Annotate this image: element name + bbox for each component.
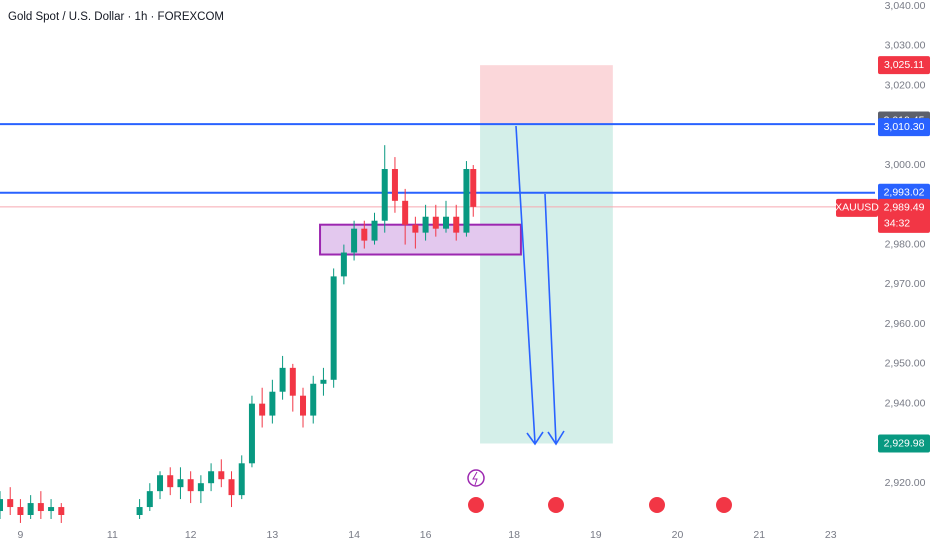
y-tick-label: 2,920.00	[885, 477, 926, 489]
candle-body	[371, 220, 378, 241]
x-tick-label: 16	[420, 529, 432, 541]
symbol-label: XAUUSD	[835, 202, 879, 214]
x-tick-label: 21	[753, 529, 765, 541]
candle-body	[37, 503, 44, 512]
price-tag	[878, 183, 930, 202]
candle-body	[7, 499, 14, 508]
x-tick-label: 11	[107, 529, 118, 541]
icon	[468, 497, 484, 513]
candle-body	[218, 471, 225, 480]
x-tick-label: 23	[825, 529, 837, 541]
candle-body	[17, 507, 24, 515]
x-tick-label: 9	[18, 529, 24, 541]
candle-body	[310, 383, 317, 416]
arrow	[544, 193, 565, 446]
price-tag-label: 3,010.30	[884, 121, 925, 133]
candle-body	[228, 479, 235, 496]
candle-body	[453, 216, 460, 233]
candle-body	[361, 228, 368, 241]
candle-body	[470, 169, 477, 207]
candle-body	[443, 216, 450, 229]
price-tag-label: 3,025.11	[884, 59, 924, 71]
zone	[480, 124, 613, 444]
icon	[548, 497, 564, 513]
arrow	[515, 125, 544, 446]
candle-body	[412, 224, 419, 233]
x-tick-label: 14	[348, 529, 360, 541]
candle-body	[208, 471, 215, 484]
candle-body	[330, 276, 337, 380]
countdown: 34:32	[884, 218, 910, 230]
candle-body	[351, 228, 358, 253]
y-tick-label: 2,940.00	[885, 397, 926, 409]
candle-body	[48, 507, 55, 512]
x-tick-label: 20	[672, 529, 684, 541]
price-tag-label: 2,993.02	[884, 187, 925, 199]
y-tick-label: 3,000.00	[885, 159, 926, 171]
candle-body	[422, 216, 429, 233]
x-tick-label: 19	[590, 529, 602, 541]
zone	[319, 223, 522, 256]
price-tag-label: 2,989.49	[884, 202, 925, 214]
candle-body	[197, 483, 204, 492]
candle-body	[340, 252, 347, 277]
chart-title: Gold Spot / U.S. Dollar · 1h · FOREXCOM	[8, 11, 224, 23]
price-tag	[878, 198, 930, 233]
candle-body	[167, 475, 174, 488]
y-tick-label: 3,020.00	[885, 79, 926, 91]
x-tick-label: 13	[267, 529, 279, 541]
symbol-tag	[836, 198, 878, 217]
candle-body	[0, 499, 3, 512]
candle-body	[58, 507, 65, 515]
candle-body	[300, 395, 307, 416]
candle-body	[463, 169, 470, 233]
y-tick-label: 2,950.00	[885, 358, 926, 370]
candle-body	[248, 403, 255, 464]
candle-body	[402, 200, 409, 225]
icon	[472, 471, 478, 486]
arrows	[515, 125, 565, 446]
icon	[467, 469, 485, 487]
candle-body	[136, 507, 143, 515]
candle-body	[187, 479, 194, 492]
candle-body	[146, 491, 153, 508]
event-icons	[467, 469, 732, 513]
y-tick-label: 3,030.00	[885, 40, 926, 52]
candle-body	[279, 367, 286, 392]
candle-body	[177, 479, 184, 488]
price-tag	[878, 56, 930, 75]
candle-body	[238, 463, 245, 496]
candle-body	[157, 475, 164, 492]
price-tag	[878, 118, 930, 137]
candle-body	[27, 503, 34, 515]
y-tick-label: 2,970.00	[885, 278, 926, 290]
price-tag-label: 2,929.98	[884, 437, 925, 449]
x-tick-label: 18	[508, 529, 520, 541]
candle-body	[269, 391, 276, 416]
y-tick-label: 2,980.00	[885, 238, 926, 250]
candle-body	[381, 169, 388, 221]
candle-body	[432, 216, 439, 229]
price-tag	[878, 434, 930, 453]
candle-body	[289, 367, 296, 396]
y-tick-label: 2,960.00	[885, 318, 926, 330]
x-tick-label: 12	[185, 529, 197, 541]
icon	[716, 497, 732, 513]
candle-body	[391, 169, 398, 201]
zone	[480, 65, 613, 125]
candle-body	[259, 403, 266, 416]
icon	[649, 497, 665, 513]
y-tick-label: 3,040.00	[885, 0, 926, 12]
candle-body	[320, 379, 327, 384]
